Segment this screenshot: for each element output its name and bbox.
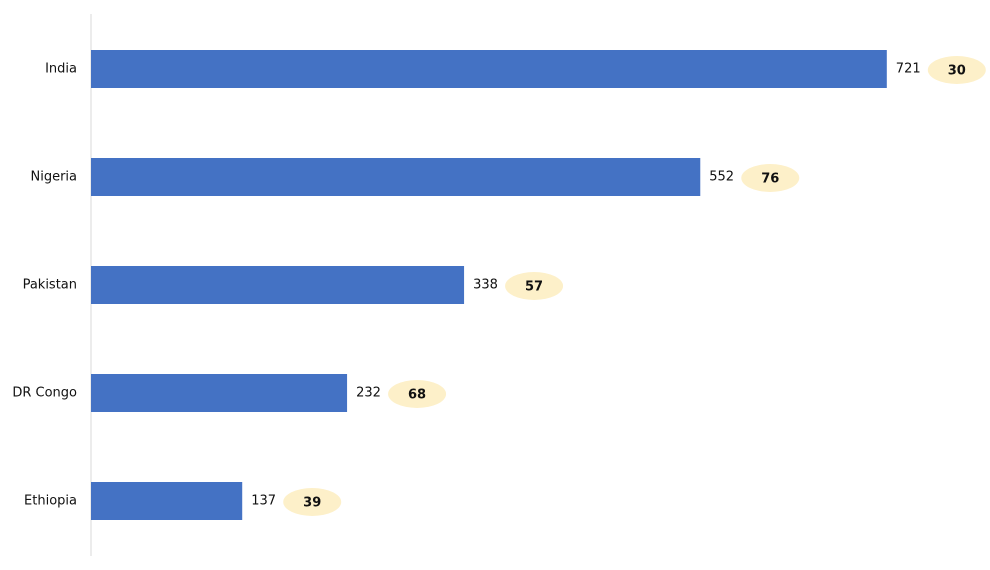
badge	[741, 164, 800, 192]
bar	[91, 50, 887, 88]
badge-text: 68	[408, 388, 426, 403]
value-label: 232	[356, 386, 381, 401]
category-label: India	[45, 62, 77, 77]
value-label: 721	[896, 62, 921, 77]
badge	[388, 380, 447, 408]
badge	[927, 56, 986, 84]
category-label: DR Congo	[12, 386, 77, 401]
badge	[283, 488, 342, 516]
bar	[91, 482, 243, 520]
category-label: Ethiopia	[24, 494, 77, 509]
badge-text: 76	[761, 172, 779, 187]
bar	[91, 266, 465, 304]
bar	[91, 374, 348, 412]
badge-text: 30	[948, 64, 966, 79]
category-label: Pakistan	[23, 278, 77, 293]
badge-text: 57	[525, 280, 543, 295]
badge-text: 39	[303, 496, 321, 511]
value-label: 338	[473, 278, 498, 293]
value-label: 552	[709, 170, 734, 185]
category-label: Nigeria	[30, 170, 77, 185]
bar	[91, 158, 701, 196]
badge	[505, 272, 564, 300]
value-label: 137	[251, 494, 276, 509]
